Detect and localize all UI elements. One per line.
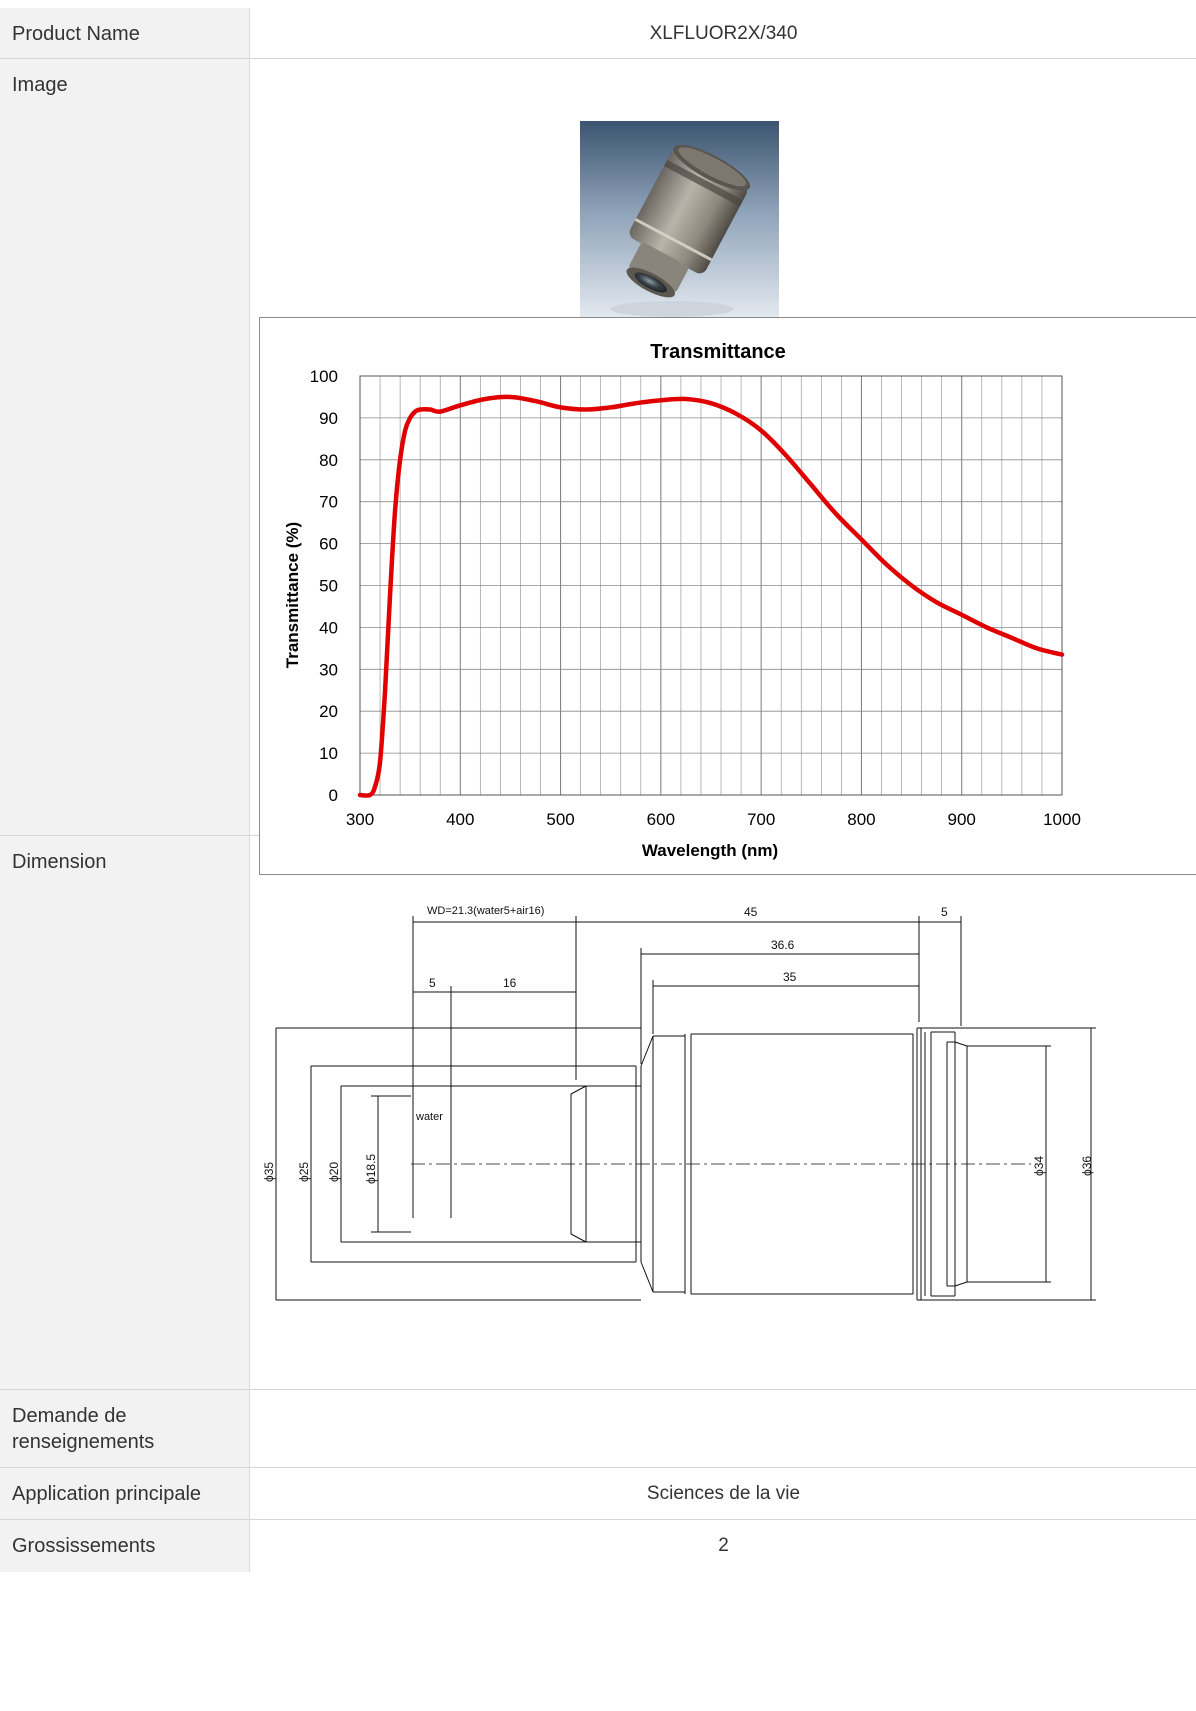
row-label: Product Name xyxy=(0,8,250,58)
chart-grid xyxy=(359,375,1063,796)
row-label: Demande de renseignements xyxy=(0,1390,250,1467)
x-tick-label: 400 xyxy=(446,810,474,829)
product-name-value: XLFLUOR2X/340 xyxy=(649,23,798,44)
row-dimension: Dimension xyxy=(0,836,1196,1390)
spec-table: Product Name XLFLUOR2X/340 Image xyxy=(0,8,1196,1711)
y-tick-label: 40 xyxy=(319,618,338,637)
transmittance-series-line xyxy=(357,394,1065,798)
row-application: Application principale Sciences de la vi… xyxy=(0,1468,1196,1520)
dim-5-right: 5 xyxy=(941,905,948,919)
x-tick-label: 600 xyxy=(647,810,675,829)
chart-svg: Transmittance Transmittance (%) Waveleng… xyxy=(283,341,1081,860)
row-inquiry: Demande de renseignements xyxy=(0,1390,1196,1468)
row-magnification: Grossissements 2 xyxy=(0,1520,1196,1572)
y-tick-label: 10 xyxy=(319,744,338,763)
chart-xlabel: Wavelength (nm) xyxy=(642,841,778,860)
chart-x-ticks: 300 400 500 600 700 800 900 1000 xyxy=(346,810,1081,829)
phi20-label: ϕ20 xyxy=(327,1162,341,1182)
phi35-label: ϕ35 xyxy=(262,1162,276,1182)
x-tick-label: 300 xyxy=(346,810,374,829)
plot-frame xyxy=(359,375,1063,796)
x-tick-label: 900 xyxy=(948,810,976,829)
y-tick-label: 90 xyxy=(319,409,338,428)
phi34-label: ϕ34 xyxy=(1032,1156,1046,1176)
wd-label: WD=21.3(water5+air16) xyxy=(427,905,544,917)
x-tick-label: 500 xyxy=(546,810,574,829)
chart-ylabel: Transmittance (%) xyxy=(283,522,302,668)
row-product-name: Product Name XLFLUOR2X/340 xyxy=(0,8,1196,59)
phi18-5-label: ϕ18.5 xyxy=(364,1154,378,1184)
application-value: Sciences de la vie xyxy=(646,1483,801,1504)
transmittance-chart: Transmittance Transmittance (%) Waveleng… xyxy=(259,317,1196,875)
dim-5-left: 5 xyxy=(429,976,436,990)
row-label: Image xyxy=(0,59,250,835)
row-label: Dimension xyxy=(0,836,250,1389)
dimension-drawing: water WD=21.3(water5+air16) 45 5 36.6 35… xyxy=(262,905,1096,1301)
y-tick-label: 60 xyxy=(319,535,338,554)
row-image: Image xyxy=(0,59,1196,875)
x-tick-label: 800 xyxy=(847,810,875,829)
dim-36-6: 36.6 xyxy=(771,938,795,952)
product-photo xyxy=(580,121,779,321)
row-label: Application principale xyxy=(0,1468,250,1519)
water-label: water xyxy=(415,1111,443,1123)
row-label: Grossissements xyxy=(0,1520,250,1572)
phi36-label: ϕ36 xyxy=(1080,1156,1094,1176)
magnification-value: 2 xyxy=(718,1535,729,1556)
phi25-label: ϕ25 xyxy=(297,1162,311,1182)
dim-45: 45 xyxy=(744,905,758,919)
dim-35-length: 35 xyxy=(783,970,797,984)
y-tick-label: 30 xyxy=(319,660,338,679)
inquiry-value xyxy=(251,1390,1196,1467)
y-tick-label: 20 xyxy=(319,702,338,721)
y-tick-label: 0 xyxy=(329,786,338,805)
y-tick-label: 80 xyxy=(319,451,338,470)
x-tick-label: 1000 xyxy=(1043,810,1081,829)
y-tick-label: 100 xyxy=(310,367,338,386)
y-tick-label: 50 xyxy=(319,577,338,596)
x-tick-label: 700 xyxy=(747,810,775,829)
chart-y-ticks: 0 10 20 30 40 50 60 70 80 90 100 xyxy=(310,367,338,805)
y-tick-label: 70 xyxy=(319,493,338,512)
dim-16: 16 xyxy=(503,976,517,990)
chart-title: Transmittance xyxy=(650,341,786,363)
